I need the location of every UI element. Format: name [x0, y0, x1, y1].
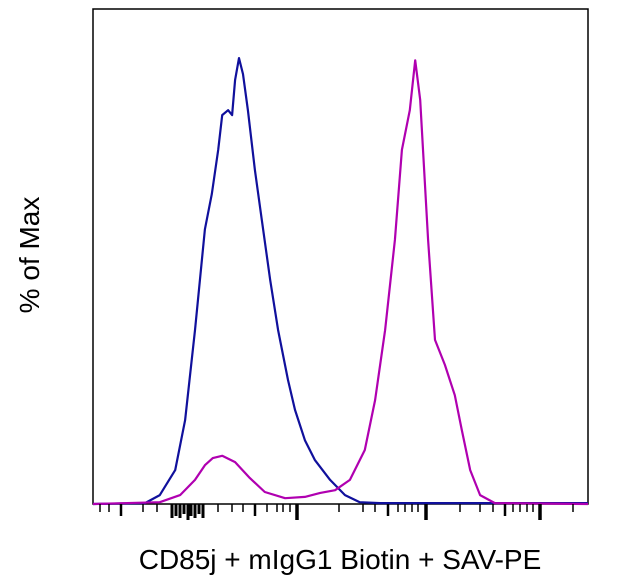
series-line-1: [92, 57, 588, 506]
x-axis-label: CD85j + mIgG1 Biotin + SAV-PE: [138, 544, 542, 575]
series-line-2: [92, 59, 589, 506]
plot-frame: [92, 8, 589, 505]
y-axis-label: % of Max: [14, 196, 45, 314]
